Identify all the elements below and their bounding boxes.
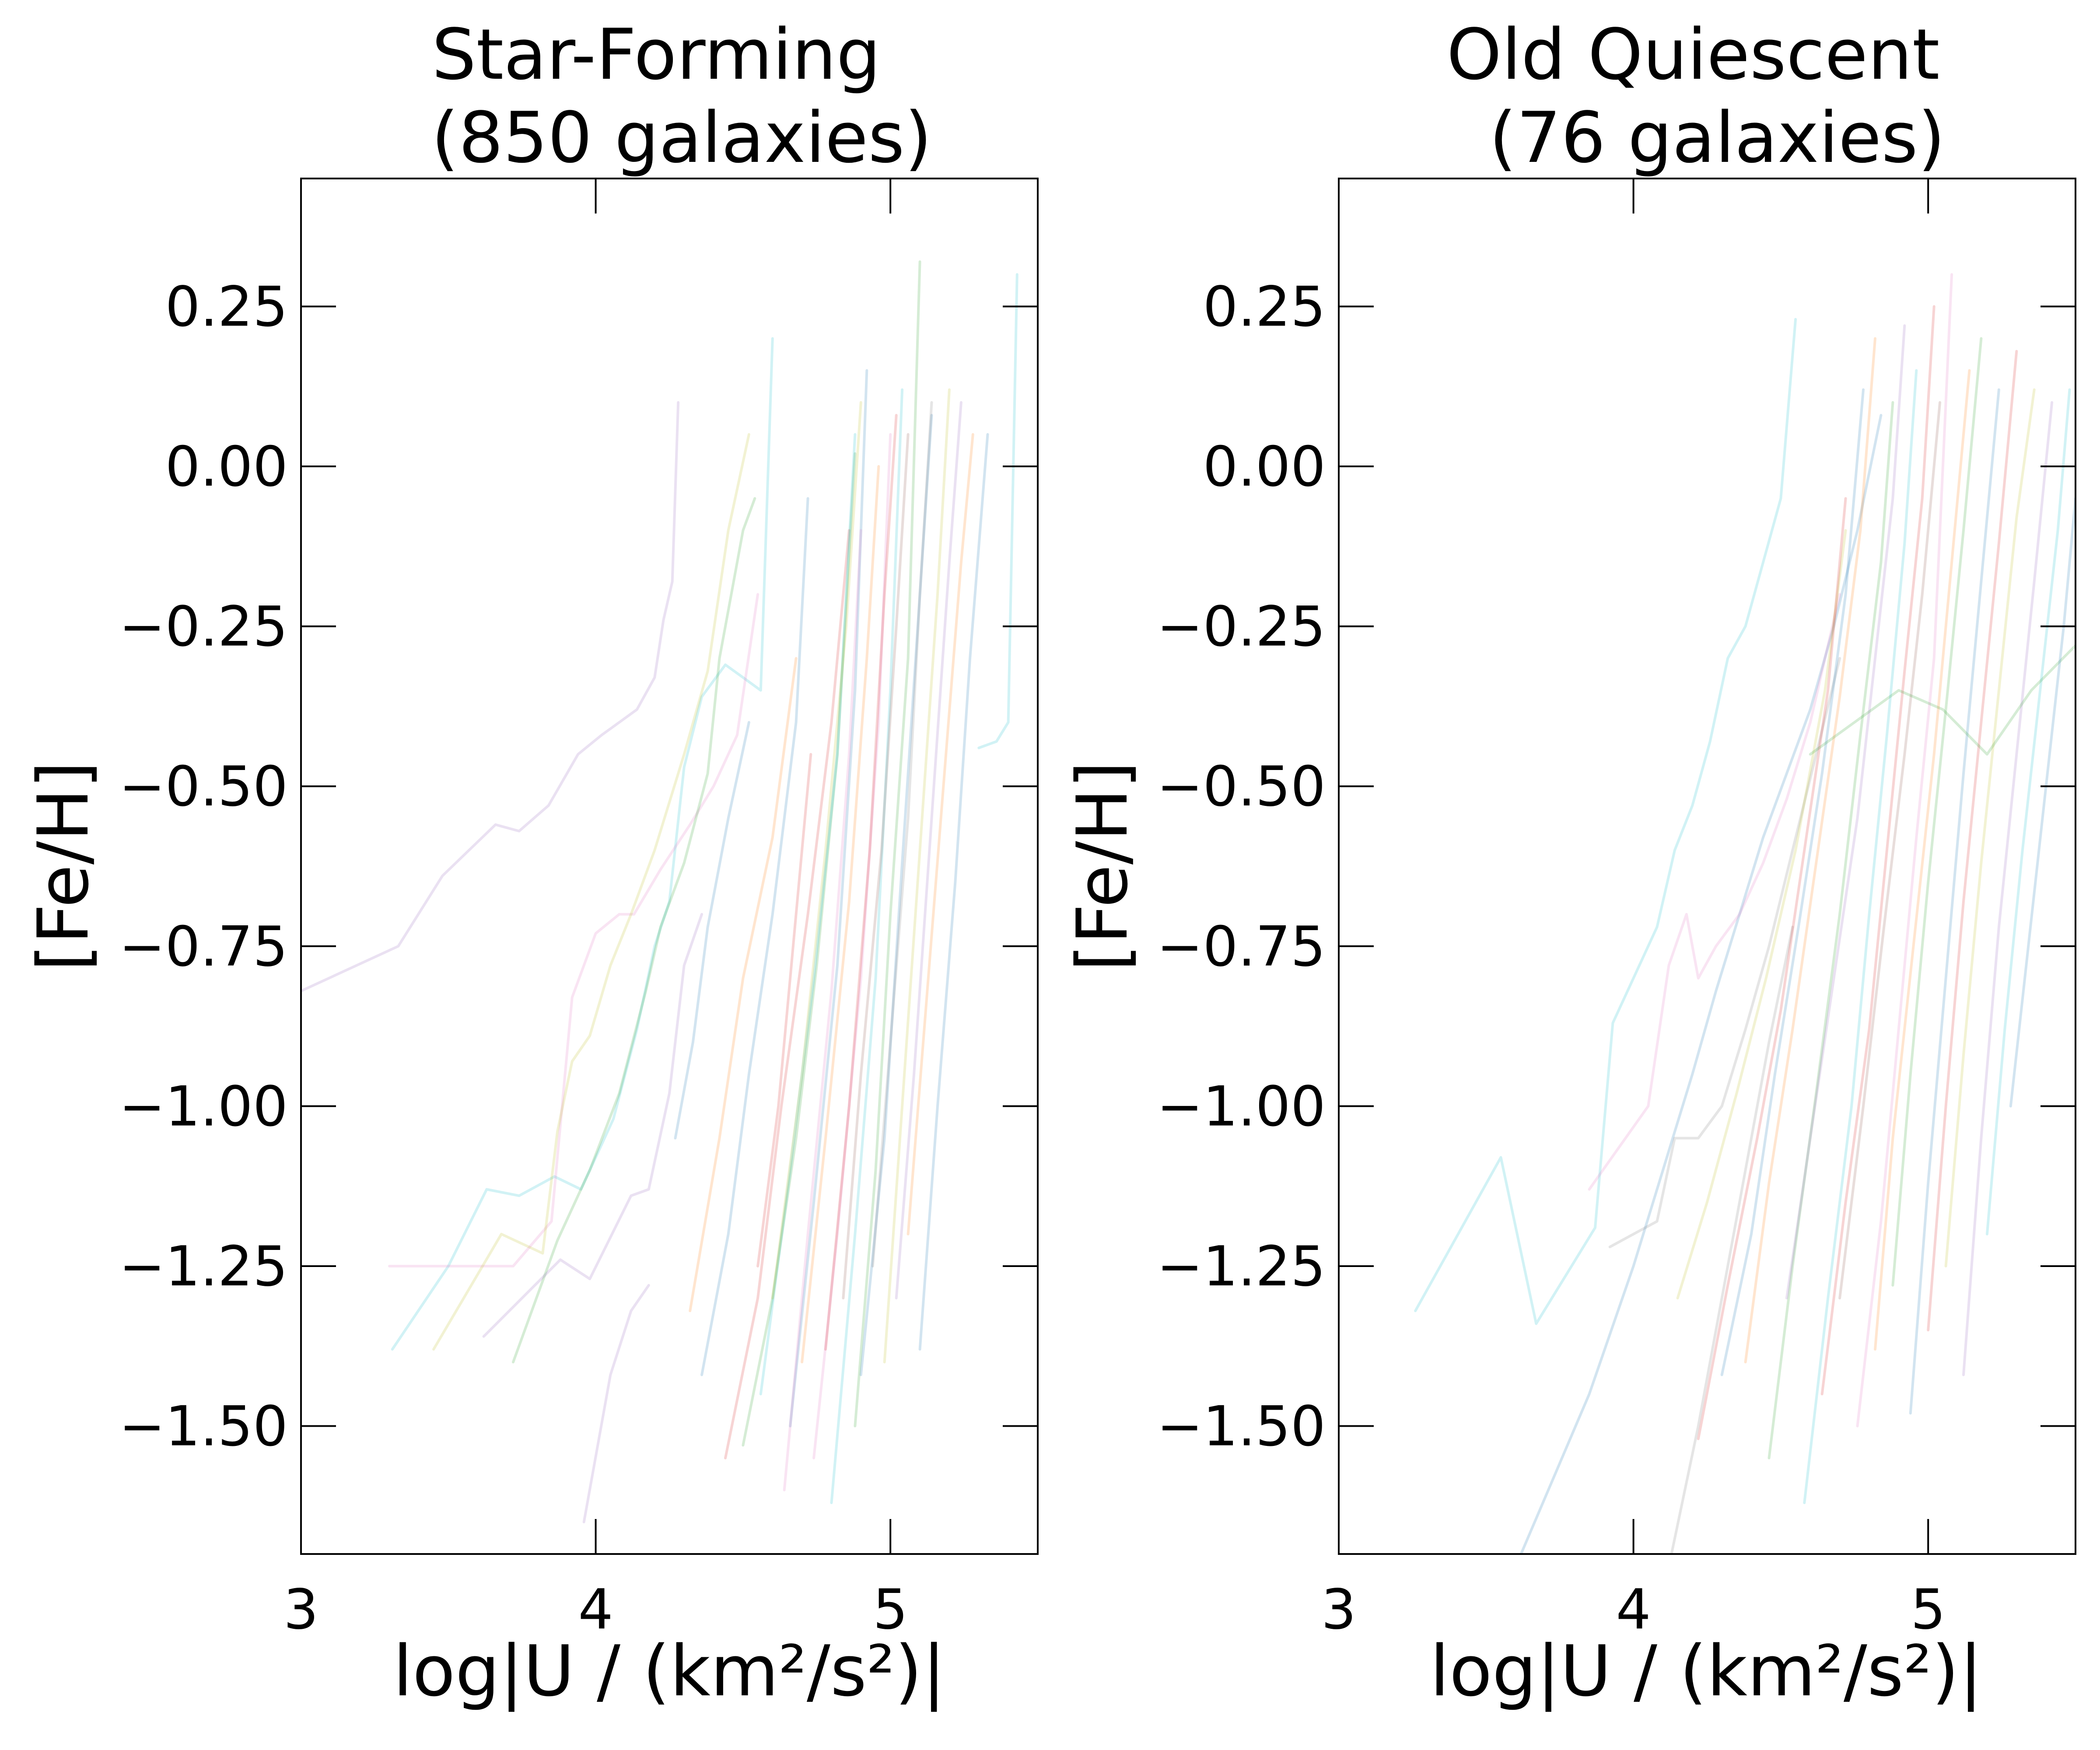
y-tick-label: 0.25 xyxy=(165,274,288,339)
y-tick-label: −1.50 xyxy=(119,1394,288,1459)
galaxy-track-line xyxy=(854,260,921,1428)
galaxy-track-line xyxy=(801,465,880,1364)
galaxy-track-line xyxy=(700,497,809,1376)
galaxy-track-line xyxy=(759,433,857,1396)
galaxy-track-line xyxy=(582,1284,650,1523)
galaxy-track-line xyxy=(1744,337,1876,1364)
y-axis-label: [Fe/H] xyxy=(22,761,104,972)
y-tick-label: 0.00 xyxy=(165,434,288,499)
galaxy-track-line xyxy=(1697,497,1847,1440)
y-tick-labels: 0.25 0.00 −0.25 −0.50 −0.75 −1.00 −1.25 −1.50 xyxy=(119,274,288,1458)
galaxy-track-line xyxy=(789,369,868,1428)
galaxy-track-line xyxy=(301,401,680,993)
y-tick-label: −0.25 xyxy=(119,595,288,659)
galaxy-track-line xyxy=(391,337,774,1351)
galaxy-track-line xyxy=(783,529,862,1491)
galaxy-track-line xyxy=(1874,369,1971,1351)
tick-marks xyxy=(1338,178,2076,1554)
galaxy-track-line xyxy=(824,414,898,1351)
galaxy-track-line xyxy=(432,433,750,1351)
galaxy-track-line xyxy=(388,593,760,1267)
galaxy-track-line xyxy=(842,433,910,1300)
x-tick-label: 4 xyxy=(1616,1577,1651,1642)
y-tick-label: −0.50 xyxy=(1157,754,1326,819)
galaxy-track-line xyxy=(977,273,1018,749)
galaxy-track-line xyxy=(830,388,904,1504)
x-tick-labels: 3 4 5 xyxy=(1321,1577,1946,1642)
galaxy-track-line xyxy=(1670,925,1794,1554)
x-tick-label: 4 xyxy=(578,1577,613,1642)
panel-old-quiescent: Old Quiescent (76 galaxies) 3 4 5 0.25 0.00… xyxy=(1061,14,2076,1712)
galaxy-track-line xyxy=(871,401,933,1267)
axes-frame xyxy=(300,178,1039,1555)
galaxy-track-line xyxy=(756,753,812,1267)
y-tick-label: −1.25 xyxy=(119,1234,288,1298)
galaxy-track-line xyxy=(1676,529,1847,1300)
galaxy-track-line xyxy=(1608,657,1841,1249)
galaxy-track-line xyxy=(812,433,892,1460)
x-axis-label: log|U / (km²/s²)| xyxy=(393,1630,945,1712)
x-tick-label: 3 xyxy=(284,1577,318,1642)
x-tick-label: 5 xyxy=(873,1577,908,1642)
galaxy-track-line xyxy=(1962,401,2054,1376)
panel-title-line-1: Star-Forming xyxy=(432,14,881,95)
y-tick-label: −0.75 xyxy=(119,914,288,979)
x-tick-labels: 3 4 5 xyxy=(284,1577,908,1642)
galaxy-track-line xyxy=(1720,388,1865,1376)
galaxy-track-line xyxy=(1944,388,2036,1267)
panel-star-forming: Star-Forming (850 galaxies) 3 4 5 0.25 0.00… xyxy=(22,14,1039,1712)
galaxy-track-line xyxy=(1768,401,1894,1460)
galaxy-track-line xyxy=(1838,401,1942,1300)
galaxy-tracks-star-forming xyxy=(301,260,1018,1523)
galaxy-track-line xyxy=(1856,273,1953,1428)
y-tick-label: −1.50 xyxy=(1157,1394,1326,1459)
galaxy-track-line xyxy=(674,721,750,1140)
galaxy-track-line xyxy=(689,657,798,1312)
y-tick-label: −1.00 xyxy=(119,1074,288,1138)
panel-title-line-2: (76 galaxies) xyxy=(1489,97,1945,178)
galaxy-track-line xyxy=(1414,318,1797,1325)
y-tick-label: −0.50 xyxy=(119,754,288,819)
galaxy-track-line xyxy=(482,913,704,1338)
y-tick-label: 0.00 xyxy=(1203,434,1326,499)
panel-title-line-2: (850 galaxies) xyxy=(431,97,932,178)
galaxy-track-line xyxy=(1785,324,1906,1300)
galaxy-track-line xyxy=(1891,337,1983,1287)
galaxy-track-line xyxy=(742,452,857,1447)
galaxy-track-line xyxy=(1803,369,1918,1504)
x-tick-label: 3 xyxy=(1321,1577,1356,1642)
galaxy-track-line xyxy=(1809,644,2076,756)
galaxy-track-line xyxy=(771,401,862,1300)
galaxy-track-line xyxy=(895,401,962,1300)
y-tick-label: −0.25 xyxy=(1157,595,1326,659)
galaxy-track-line xyxy=(1820,305,1936,1396)
galaxy-track-line xyxy=(1588,593,1841,1191)
y-axis-label: [Fe/H] xyxy=(1061,761,1143,972)
galaxy-track-line xyxy=(724,529,850,1460)
y-tick-label: −1.00 xyxy=(1157,1074,1326,1138)
galaxy-track-line xyxy=(512,497,756,1364)
galaxy-track-line xyxy=(1909,388,2000,1415)
y-tick-label: 0.25 xyxy=(1203,274,1326,339)
y-tick-labels: 0.25 0.00 −0.25 −0.50 −0.75 −1.00 −1.25 −1.50 xyxy=(1157,274,1326,1458)
galaxy-tracks-old-quiescent xyxy=(1414,273,2076,1554)
y-tick-label: −0.75 xyxy=(1157,914,1326,979)
galaxy-track-line xyxy=(918,433,989,1351)
tick-marks xyxy=(300,178,1038,1554)
x-tick-label: 5 xyxy=(1911,1577,1946,1642)
panel-title-line-1: Old Quiescent xyxy=(1447,14,1940,95)
galaxy-track-line xyxy=(906,433,974,1236)
galaxy-track-line xyxy=(1519,414,1883,1554)
y-tick-label: −1.25 xyxy=(1157,1234,1326,1298)
galaxy-track-line xyxy=(1985,388,2071,1236)
galaxy-track-line xyxy=(883,388,951,1364)
plot-area-star-forming: 3 4 5 0.25 0.00 −0.25 −0.50 −0.75 −1.00 −1.25 −1.… xyxy=(119,178,1039,1642)
axes-frame xyxy=(1338,178,2076,1555)
galaxy-track-line xyxy=(859,414,933,1376)
plot-area-old-quiescent: 3 4 5 0.25 0.00 −0.25 −0.50 −0.75 −1.00 −1.25 −1.… xyxy=(1157,178,2076,1642)
x-axis-label: log|U / (km²/s²)| xyxy=(1430,1630,1982,1712)
galaxy-track-line xyxy=(1927,350,2018,1332)
